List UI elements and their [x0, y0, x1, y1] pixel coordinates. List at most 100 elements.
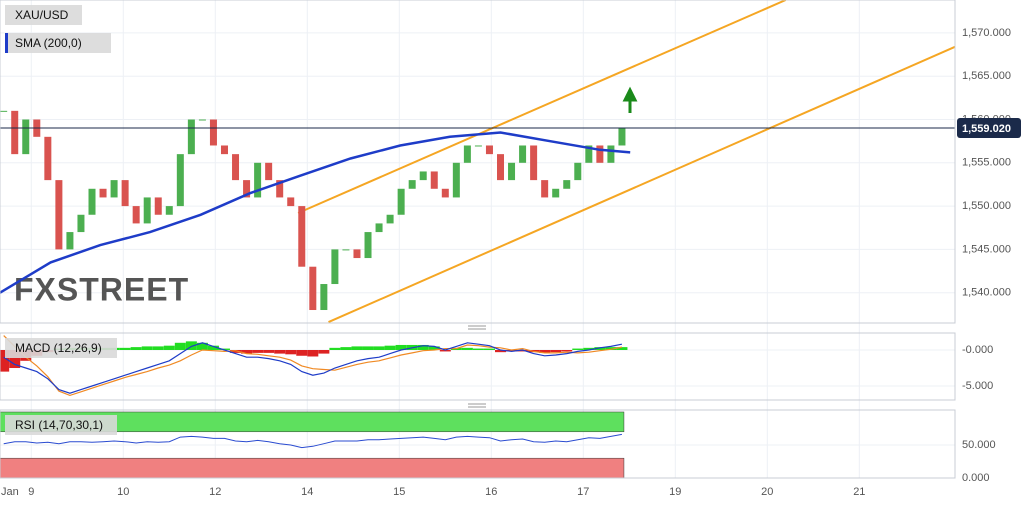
watermark: FXSTREET [14, 271, 189, 307]
legend-box [5, 338, 117, 358]
candle [596, 145, 604, 163]
histogram-bar [495, 350, 507, 353]
panel-handle[interactable] [468, 403, 486, 408]
candle [110, 180, 118, 198]
histogram-bar [506, 350, 518, 352]
candle [618, 127, 626, 146]
candle [132, 206, 140, 224]
overlay: 9 10 12 14 15 16 17 19 20 21 Jan 1,540.000 1,545.000… [1, 5, 1021, 498]
candle [485, 145, 493, 155]
y-tick-label: 1,570.000 [962, 27, 1011, 39]
histogram-bar [605, 347, 617, 351]
candle [66, 232, 74, 250]
candle [386, 214, 394, 224]
panel-handle[interactable] [468, 325, 486, 330]
histogram-bar [561, 350, 573, 352]
x-tick-label: 20 [761, 486, 773, 498]
legend-swatch [5, 33, 8, 53]
sma-line [0, 131, 631, 294]
histogram-bar [428, 346, 440, 351]
channel-line [328, 45, 956, 324]
legend-label: RSI (14,70,30,1) [15, 418, 103, 432]
y-tick-label: 0.000 [962, 472, 990, 484]
candle [143, 197, 151, 224]
candle [11, 110, 19, 155]
rsi-band [0, 457, 625, 479]
candle [99, 188, 107, 198]
histogram-bar [130, 347, 142, 351]
candle [298, 206, 306, 267]
candle [530, 145, 538, 181]
candle [309, 266, 317, 311]
candle [541, 180, 549, 198]
histogram-bar [439, 350, 451, 352]
y-tick-label: 1,565.000 [962, 70, 1011, 82]
candle [55, 180, 63, 250]
plot: FXSTREET [0, 0, 956, 479]
histogram-bar [572, 348, 584, 351]
histogram-bar [362, 346, 374, 351]
y-tick-label: 1,555.000 [962, 157, 1011, 169]
candle [198, 119, 206, 121]
x-tick-label: 16 [485, 486, 497, 498]
histogram-bar [207, 345, 219, 351]
histogram-bar [285, 350, 297, 355]
y-tick-label: 1,545.000 [962, 243, 1011, 255]
candle [463, 145, 471, 163]
candle [121, 180, 129, 207]
candle [508, 162, 516, 181]
x-tick-label: 15 [393, 486, 405, 498]
x-tick-label: 17 [577, 486, 589, 498]
histogram-bar [274, 350, 286, 354]
candle [265, 162, 273, 181]
histogram-bar [185, 341, 197, 351]
histogram-bar [594, 347, 606, 351]
histogram-bar [218, 348, 230, 351]
candle [320, 284, 328, 311]
candle [243, 180, 251, 198]
candle [441, 188, 449, 198]
histogram-bar [583, 347, 595, 351]
x-tick-label: 19 [669, 486, 681, 498]
histogram-bar [9, 350, 21, 369]
legend-box [5, 5, 82, 25]
legend-label: MACD (12,26,9) [15, 341, 102, 355]
x-tick-label: 10 [117, 486, 129, 498]
candle [497, 154, 505, 181]
candle [254, 162, 262, 198]
histogram-bar [395, 344, 407, 351]
candle [287, 197, 295, 207]
candle [552, 188, 560, 198]
histogram-bar [241, 350, 253, 354]
histogram-bar [174, 342, 186, 351]
histogram-bar [263, 350, 275, 353]
legend-label: XAU/USD [15, 8, 69, 22]
candle [220, 145, 228, 155]
candle [574, 162, 582, 181]
histogram-bar [340, 347, 352, 351]
y-tick-label: -0.000 [962, 344, 993, 356]
candle [397, 188, 405, 215]
rsi-band [0, 411, 625, 433]
last-price-box [957, 117, 1021, 138]
candle [0, 110, 8, 112]
y-tick-label: 50.000 [962, 439, 996, 451]
candle [176, 154, 184, 207]
y-tick-label: 1,540.000 [962, 287, 1011, 299]
y-tick-label: -5.000 [962, 380, 993, 392]
candle [77, 214, 85, 233]
candle [22, 119, 30, 155]
candle [342, 249, 350, 251]
x-tick-label: 12 [209, 486, 221, 498]
candle [276, 180, 284, 198]
histogram-bar [230, 350, 242, 353]
candle [474, 145, 482, 147]
candle [88, 188, 96, 215]
candle [209, 119, 217, 146]
last-price-label: 1,559.020 [962, 123, 1011, 135]
histogram-bar [539, 350, 551, 353]
candle [364, 232, 372, 259]
legend-box [5, 415, 117, 435]
candle [563, 180, 571, 189]
legend-box [5, 33, 111, 53]
